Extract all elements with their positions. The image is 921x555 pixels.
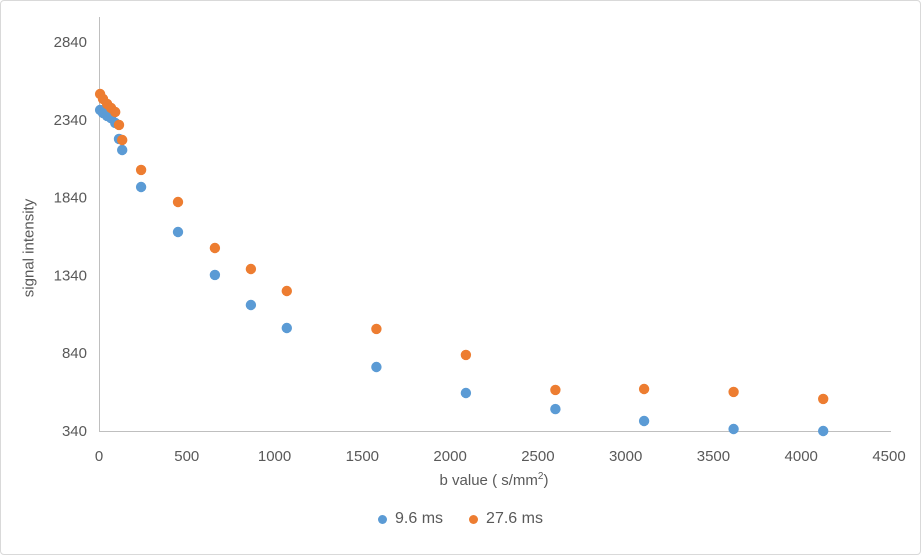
x-tick-label: 0 [95,448,103,465]
y-tick-label: 1840 [54,190,87,207]
data-point-series-2 [117,134,128,146]
y-tick-label: 2840 [54,34,87,51]
x-tick-label: 2500 [521,448,554,465]
y-axis-title-text: signal intensity [20,198,38,298]
data-point-series-1 [638,415,650,427]
legend-marker-blue-icon [378,514,388,524]
x-tick-label: 500 [174,448,199,465]
data-point-series-1 [209,269,221,281]
x-tick-label: 3000 [609,448,642,465]
data-point-series-2 [172,196,184,208]
legend-item-series-2: 27.6 ms [469,510,543,528]
legend-item-series-1: 9.6 ms [378,510,443,528]
data-point-series-2 [209,242,221,254]
data-point-series-2 [460,349,472,361]
legend-marker-orange-icon [469,514,479,524]
chart-legend: 9.6 ms 27.6 ms [1,510,920,528]
data-point-series-2 [638,383,650,395]
x-axis-title-close: ) [543,472,549,489]
y-tick-label: 2340 [54,112,87,129]
data-point-series-2 [371,323,382,335]
data-point-series-2 [728,386,739,398]
data-point-series-1 [245,299,257,311]
x-axis-title: b value ( s/mm2) [99,471,889,490]
y-tick-label: 840 [62,345,87,362]
y-tick-label: 340 [62,423,87,440]
x-axis-title-text: b value ( s/mm [439,472,538,489]
data-point-series-2 [281,285,292,297]
x-tick-label: 4500 [872,448,905,465]
data-point-series-1 [371,361,382,373]
data-point-series-1 [550,403,561,415]
data-point-series-2 [110,106,121,118]
data-point-series-1 [818,425,829,437]
x-tick-label: 1500 [346,448,379,465]
y-tick-label: 1340 [54,267,87,284]
data-point-series-2 [550,384,561,396]
data-point-series-2 [818,393,829,405]
x-tick-label: 2000 [433,448,466,465]
x-tick-label: 1000 [258,448,291,465]
data-point-series-1 [117,144,128,156]
data-point-series-2 [135,164,147,176]
x-tick-label: 4000 [785,448,818,465]
data-point-series-2 [113,119,125,131]
data-point-series-1 [135,181,147,193]
x-axis-title-superscript: 2 [537,471,544,482]
data-point-series-1 [728,423,739,435]
data-point-series-1 [172,226,184,238]
legend-label-series-1: 9.6 ms [395,510,444,527]
data-point-series-2 [245,263,257,275]
legend-label-series-2: 27.6 ms [486,510,543,527]
x-tick-label: 3500 [697,448,730,465]
data-point-series-1 [460,387,472,399]
data-point-series-1 [281,322,292,334]
